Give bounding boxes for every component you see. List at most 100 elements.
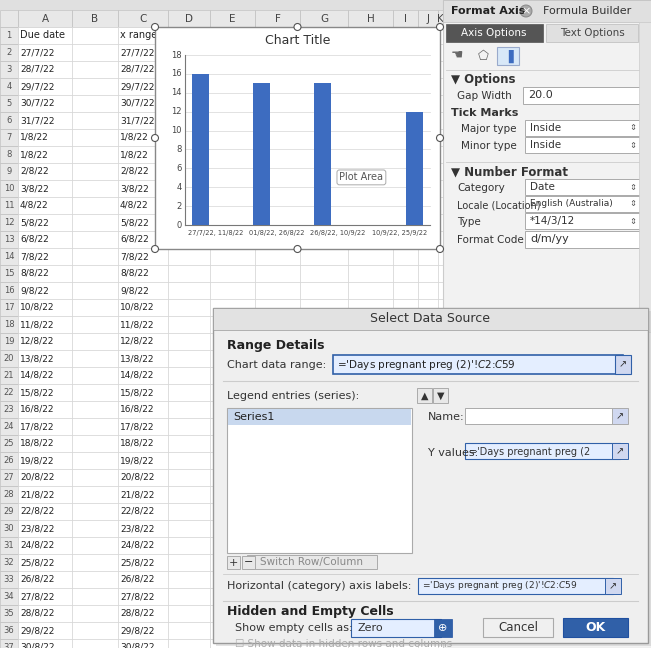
Text: 15/8/22: 15/8/22 xyxy=(20,388,55,397)
Bar xyxy=(563,618,628,637)
Bar xyxy=(0,452,18,469)
Text: 24/8/22: 24/8/22 xyxy=(120,541,154,550)
Bar xyxy=(300,571,348,588)
Bar xyxy=(393,146,418,163)
Bar xyxy=(438,146,443,163)
Bar xyxy=(300,537,348,554)
Bar xyxy=(0,163,18,180)
Bar xyxy=(0,27,18,44)
Bar xyxy=(168,350,210,367)
Bar xyxy=(418,61,438,78)
Text: 37: 37 xyxy=(4,643,14,648)
Text: 4/8/22: 4/8/22 xyxy=(120,201,148,210)
Bar xyxy=(0,146,18,163)
Bar xyxy=(210,265,255,282)
Text: 1/8/22: 1/8/22 xyxy=(20,150,49,159)
Bar xyxy=(393,537,418,554)
Bar xyxy=(438,605,443,622)
Bar xyxy=(393,605,418,622)
Bar xyxy=(418,231,438,248)
Bar xyxy=(418,622,438,639)
Bar xyxy=(247,555,377,569)
Bar xyxy=(300,520,348,537)
Text: Inside: Inside xyxy=(530,140,561,150)
Bar xyxy=(438,384,443,401)
Text: 25: 25 xyxy=(4,439,14,448)
Bar xyxy=(18,44,72,61)
Bar xyxy=(228,409,411,425)
Bar xyxy=(210,95,255,112)
Bar xyxy=(255,469,300,486)
Bar xyxy=(210,350,255,367)
Text: 33: 33 xyxy=(4,575,14,584)
Bar xyxy=(255,639,300,648)
Bar xyxy=(118,44,168,61)
Bar xyxy=(438,503,443,520)
Bar xyxy=(393,486,418,503)
Bar xyxy=(348,299,393,316)
Bar xyxy=(348,61,393,78)
Bar xyxy=(300,95,348,112)
Bar xyxy=(255,316,300,333)
Text: 12/8/22: 12/8/22 xyxy=(20,337,55,346)
Bar xyxy=(118,27,168,44)
Text: 31/7/22: 31/7/22 xyxy=(120,116,154,125)
Text: ↗: ↗ xyxy=(616,411,624,421)
Text: 28/8/22: 28/8/22 xyxy=(120,609,154,618)
Bar xyxy=(72,588,118,605)
Text: ⇕: ⇕ xyxy=(630,141,637,150)
Bar xyxy=(72,435,118,452)
Text: 25/8/22: 25/8/22 xyxy=(120,558,154,567)
Bar xyxy=(255,10,300,27)
Bar xyxy=(213,308,648,643)
Bar xyxy=(0,401,18,418)
Bar xyxy=(210,384,255,401)
Bar xyxy=(443,0,651,22)
Bar xyxy=(348,639,393,648)
Bar xyxy=(210,61,255,78)
Text: 23: 23 xyxy=(4,405,14,414)
Bar xyxy=(525,120,641,136)
Bar xyxy=(300,367,348,384)
Text: 22/8/22: 22/8/22 xyxy=(20,507,54,516)
Bar xyxy=(348,401,393,418)
Bar xyxy=(418,503,438,520)
Bar xyxy=(348,367,393,384)
Bar xyxy=(393,44,418,61)
Bar xyxy=(118,299,168,316)
Bar xyxy=(393,639,418,648)
Text: ⬠: ⬠ xyxy=(478,49,488,62)
Bar xyxy=(0,418,18,435)
Bar xyxy=(168,333,210,350)
Bar xyxy=(72,265,118,282)
Bar xyxy=(168,214,210,231)
Bar xyxy=(348,350,393,367)
Bar xyxy=(72,639,118,648)
Bar xyxy=(418,578,613,594)
Bar xyxy=(168,27,210,44)
Text: Text Options: Text Options xyxy=(560,28,624,38)
Bar xyxy=(118,622,168,639)
Bar xyxy=(406,111,423,225)
Bar xyxy=(210,27,255,44)
Bar xyxy=(18,248,72,265)
Bar xyxy=(418,163,438,180)
Bar xyxy=(255,452,300,469)
Bar xyxy=(118,10,168,27)
Text: 28: 28 xyxy=(4,490,14,499)
Bar xyxy=(418,214,438,231)
Text: ▲: ▲ xyxy=(421,391,428,400)
Bar xyxy=(438,180,443,197)
Bar xyxy=(168,588,210,605)
Text: +: + xyxy=(229,557,238,568)
Bar xyxy=(72,367,118,384)
Text: 29/8/22: 29/8/22 xyxy=(120,626,154,635)
Text: ↗: ↗ xyxy=(609,581,617,591)
Bar xyxy=(438,129,443,146)
Bar xyxy=(255,44,300,61)
Bar xyxy=(255,401,300,418)
Bar xyxy=(393,163,418,180)
Bar xyxy=(438,452,443,469)
Bar xyxy=(118,231,168,248)
Bar xyxy=(168,401,210,418)
